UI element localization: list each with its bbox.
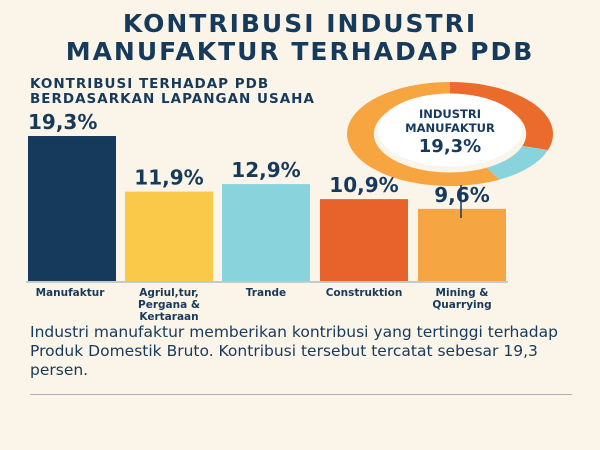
chart-subtitle-line-1: KONTRIBUSI TERHADAP PDB: [30, 76, 270, 92]
bar-2: [125, 191, 213, 281]
category-label-2-line-3: Kertaraan: [139, 311, 198, 320]
category-label-4-line-1: Construktion: [326, 287, 403, 299]
page-title-line-2: MANUFAKTUR TERHADAP PDB: [65, 37, 535, 66]
donut-title-line-1: INDUSTRI: [419, 107, 481, 121]
page-title-line-1: KONTRIBUSI INDUSTRI: [122, 9, 478, 38]
category-label-5-line-2: Quarrying: [432, 299, 491, 311]
bar-5: [418, 208, 506, 281]
bar-value-label-4: 10,9%: [329, 173, 398, 197]
bar-value-label-1: 19,3%: [28, 110, 97, 134]
caption-text: Industri manufaktur memberikan kontribus…: [30, 323, 558, 379]
bar-1: [28, 136, 116, 281]
donut-slice-2: [486, 145, 548, 180]
donut-title-line-2: MANUFAKTUR: [405, 121, 495, 135]
bar-4: [320, 199, 408, 281]
donut-center: [377, 93, 523, 167]
category-label-2-line-1: Agriul,tur,: [139, 287, 199, 299]
category-label-1-line-1: Manufaktur: [36, 287, 106, 299]
bar-value-label-5: 9,6%: [434, 183, 489, 207]
divider: [30, 394, 572, 395]
bar-value-label-2: 11,9%: [134, 166, 203, 190]
bar-value-label-3: 12,9%: [231, 158, 300, 182]
category-label-3-line-1: Trande: [246, 287, 286, 299]
donut-center-value: 19,3%: [419, 136, 481, 157]
bar-3: [222, 184, 310, 281]
donut-slice-3: [347, 82, 500, 187]
chart-canvas: 19,3% Manufaktur 11,9% Agriul,tur,Pergana &…: [26, 82, 553, 320]
donut-slice-1: [450, 82, 553, 151]
category-label-5-line-1: Mining &: [436, 287, 489, 299]
chart-subtitle-line-2: BERDASARKAN LAPANGAN USAHA: [30, 91, 315, 107]
category-label-2-line-2: Pergana &: [138, 299, 200, 311]
